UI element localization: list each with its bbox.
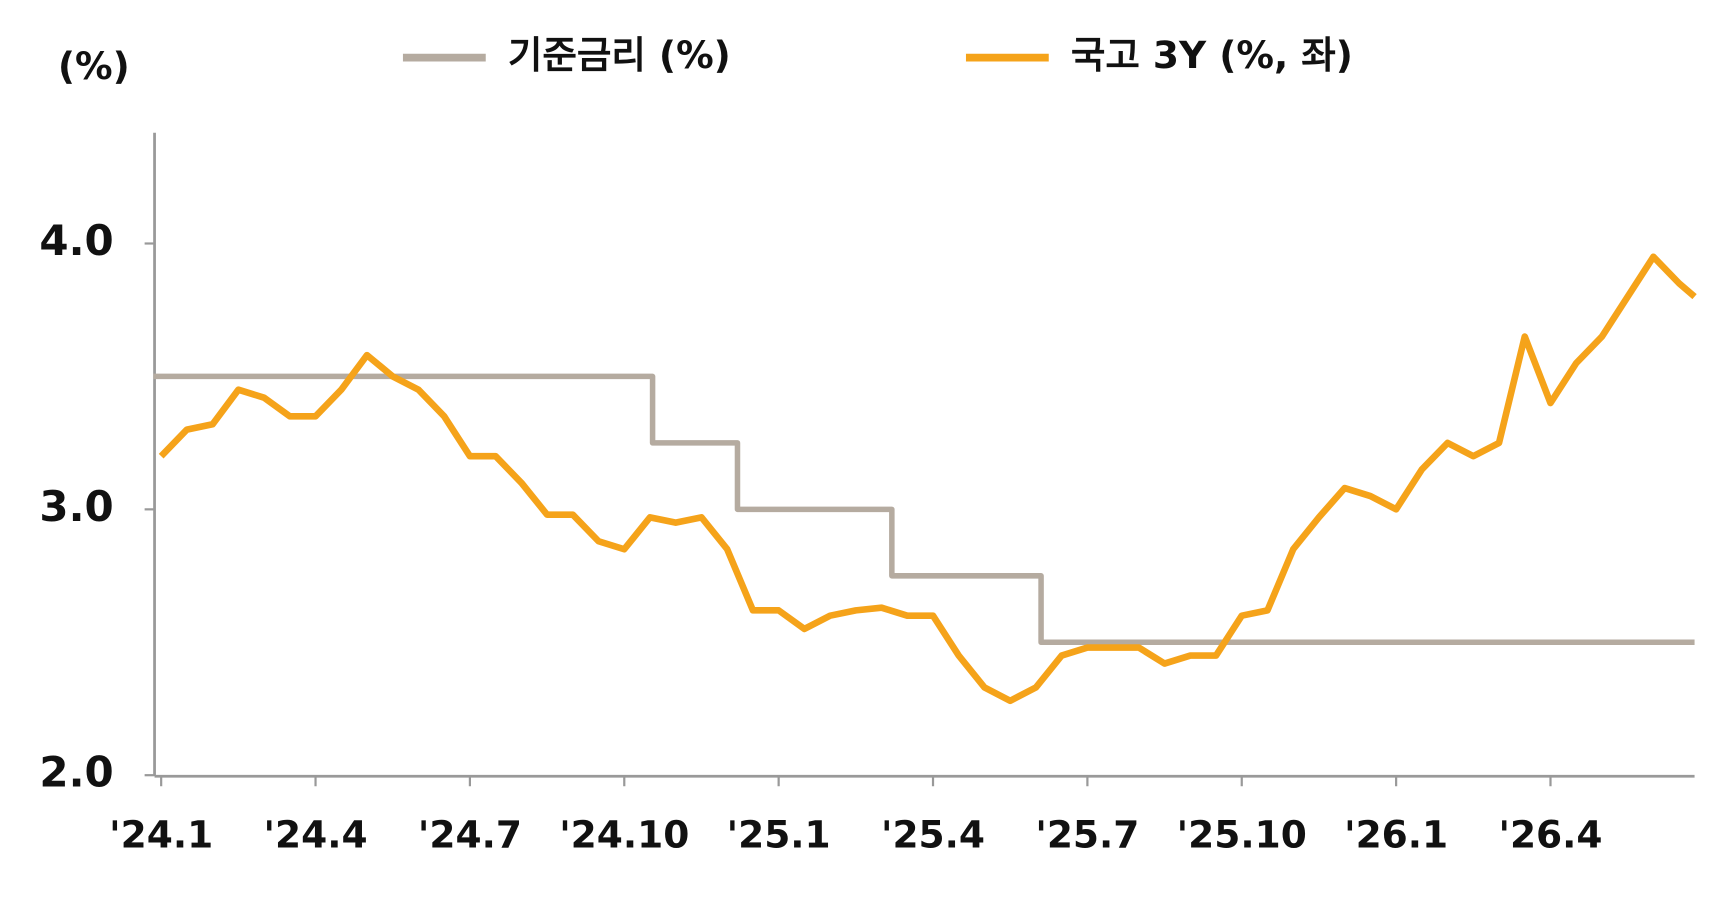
x-tick-label: '24.4 [264, 813, 368, 857]
x-tick-label: '25.1 [727, 813, 831, 857]
legend-label: 국고 3Y (%, 좌) [1071, 33, 1353, 77]
y-unit: (%) [58, 44, 130, 88]
y-tick-label: 2.0 [39, 748, 113, 797]
series-line [153, 373, 1695, 646]
y-tick-label: 4.0 [39, 216, 113, 265]
x-tick-label: '24.7 [418, 813, 522, 857]
x-tick-label: '25.10 [1177, 813, 1307, 857]
x-tick-label: '26.4 [1498, 813, 1602, 857]
series-line [158, 253, 1697, 705]
x-tick-label: '26.1 [1344, 813, 1448, 857]
x-tick-label: '25.4 [881, 813, 985, 857]
x-tick-label: '24.10 [559, 813, 689, 857]
x-tick-label: '25.7 [1035, 813, 1139, 857]
x-tick-label: '24.1 [109, 813, 213, 857]
legend-label: 기준금리 (%) [508, 33, 731, 77]
y-tick-label: 3.0 [39, 482, 113, 531]
